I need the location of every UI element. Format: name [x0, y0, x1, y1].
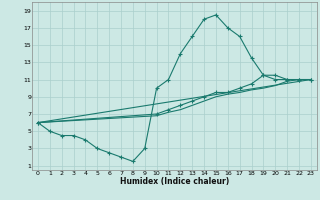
X-axis label: Humidex (Indice chaleur): Humidex (Indice chaleur)	[120, 177, 229, 186]
